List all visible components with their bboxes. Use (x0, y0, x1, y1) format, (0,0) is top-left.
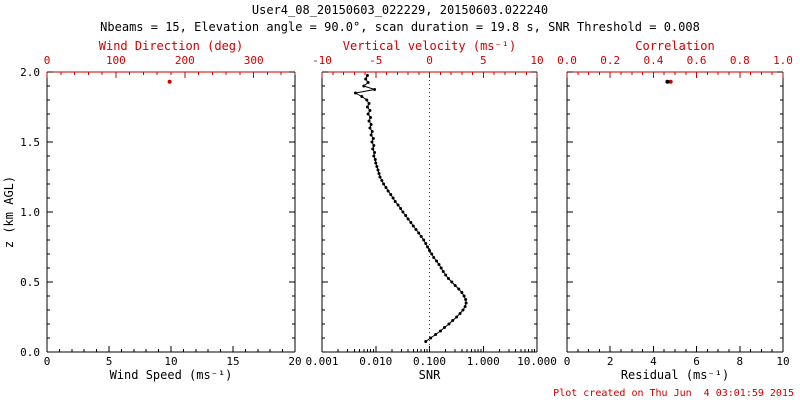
svg-text:-10: -10 (312, 54, 332, 67)
svg-text:0: 0 (564, 355, 571, 368)
svg-text:0.0: 0.0 (20, 346, 40, 359)
svg-text:0.5: 0.5 (20, 276, 40, 289)
svg-text:15: 15 (226, 355, 239, 368)
svg-text:Correlation: Correlation (635, 39, 714, 53)
svg-text:0.8: 0.8 (730, 54, 750, 67)
svg-text:5: 5 (106, 355, 113, 368)
svg-text:SNR: SNR (419, 368, 441, 382)
residual-panel: 0 2 4 6 8 10 Residual (ms⁻¹) 0.0 0.2 0.4 0.6 0.8 1.0… (557, 39, 793, 382)
svg-text:5: 5 (480, 54, 487, 67)
svg-text:0: 0 (44, 54, 51, 67)
wind-panel: 0 5 10 15 20 Wind Speed (ms⁻¹) 0 100 200 300Wind … (2, 39, 302, 382)
svg-text:300: 300 (244, 54, 264, 67)
svg-text:0.010: 0.010 (359, 355, 392, 368)
svg-text:Wind Speed (ms⁻¹): Wind Speed (ms⁻¹) (110, 368, 233, 382)
svg-text:2: 2 (607, 355, 614, 368)
svg-text:0.001: 0.001 (305, 355, 338, 368)
svg-text:100: 100 (106, 54, 126, 67)
svg-text:10: 10 (530, 54, 543, 67)
svg-text:10: 10 (776, 355, 789, 368)
svg-text:0: 0 (426, 54, 433, 67)
plot-footer: Plot created on Thu Jun 4 03:01:59 2015 (553, 388, 794, 399)
svg-text:Wind Direction (deg): Wind Direction (deg) (99, 39, 244, 53)
svg-text:10: 10 (164, 355, 177, 368)
svg-text:10.000: 10.000 (517, 355, 557, 368)
svg-text:0.4: 0.4 (643, 54, 663, 67)
svg-text:z (km AGL): z (km AGL) (2, 176, 16, 248)
svg-text:1.0: 1.0 (773, 54, 793, 67)
snr-panel: 0.001 0.010 0.100 1.000 10.000 SNR -10 -5 0 5 10 Ve… (305, 39, 556, 382)
svg-text:0.2: 0.2 (600, 54, 620, 67)
svg-text:0.100: 0.100 (413, 355, 446, 368)
svg-text:0.6: 0.6 (687, 54, 707, 67)
svg-text:1.5: 1.5 (20, 136, 40, 149)
svg-text:2.0: 2.0 (20, 66, 40, 79)
svg-text:Residual (ms⁻¹): Residual (ms⁻¹) (621, 368, 729, 382)
svg-text:8: 8 (736, 355, 743, 368)
plot-title: User4_08_20150603_022229, 20150603.02224… (251, 3, 549, 17)
svg-text:0: 0 (44, 355, 51, 368)
svg-text:20: 20 (288, 355, 301, 368)
svg-text:4: 4 (650, 355, 657, 368)
svg-text:6: 6 (693, 355, 700, 368)
svg-text:Vertical velocity (ms⁻¹): Vertical velocity (ms⁻¹) (343, 39, 516, 53)
plot-subtitle: Nbeams = 15, Elevation angle = 90.0°, sc… (100, 20, 700, 34)
svg-text:1.000: 1.000 (467, 355, 500, 368)
svg-text:200: 200 (175, 54, 195, 67)
svg-text:0.0: 0.0 (557, 54, 577, 67)
svg-text:1.0: 1.0 (20, 206, 40, 219)
svg-text:-5: -5 (369, 54, 382, 67)
